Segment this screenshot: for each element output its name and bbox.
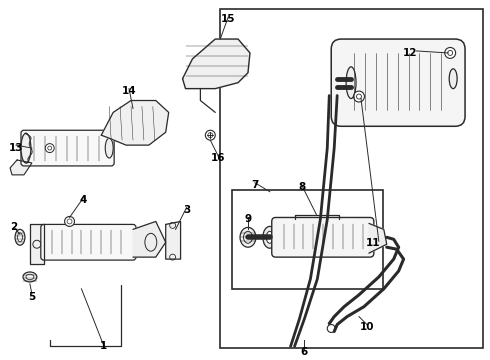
Circle shape xyxy=(118,137,121,140)
Circle shape xyxy=(196,66,205,76)
Ellipse shape xyxy=(23,272,37,282)
Text: 12: 12 xyxy=(403,48,418,58)
Circle shape xyxy=(67,219,72,224)
Text: 10: 10 xyxy=(360,321,374,332)
Text: 6: 6 xyxy=(301,347,308,357)
Polygon shape xyxy=(133,221,166,257)
Polygon shape xyxy=(166,221,181,259)
Ellipse shape xyxy=(266,231,273,243)
Ellipse shape xyxy=(26,274,34,280)
Bar xyxy=(232,190,383,289)
Ellipse shape xyxy=(244,231,252,243)
Text: 5: 5 xyxy=(28,292,35,302)
Text: 1: 1 xyxy=(99,341,107,351)
Circle shape xyxy=(116,135,122,141)
Circle shape xyxy=(233,63,238,68)
Circle shape xyxy=(357,94,362,99)
Circle shape xyxy=(208,133,213,138)
FancyBboxPatch shape xyxy=(41,224,136,260)
Circle shape xyxy=(198,68,203,73)
Text: 15: 15 xyxy=(221,14,235,24)
Polygon shape xyxy=(369,224,387,253)
Ellipse shape xyxy=(449,69,457,89)
FancyBboxPatch shape xyxy=(272,217,374,257)
FancyBboxPatch shape xyxy=(331,39,465,126)
Polygon shape xyxy=(30,224,44,264)
Circle shape xyxy=(45,144,54,153)
Circle shape xyxy=(205,130,215,140)
Circle shape xyxy=(445,48,456,58)
Polygon shape xyxy=(101,100,169,145)
Text: 8: 8 xyxy=(298,182,305,192)
Polygon shape xyxy=(10,160,32,175)
Text: 14: 14 xyxy=(122,86,136,96)
Circle shape xyxy=(65,216,74,226)
Ellipse shape xyxy=(21,133,31,163)
Text: 3: 3 xyxy=(183,204,190,215)
Ellipse shape xyxy=(263,226,277,248)
FancyBboxPatch shape xyxy=(21,130,114,166)
Circle shape xyxy=(48,146,52,150)
Ellipse shape xyxy=(346,67,356,99)
Text: 9: 9 xyxy=(245,215,251,224)
Ellipse shape xyxy=(240,228,256,247)
Polygon shape xyxy=(183,39,250,89)
Text: 7: 7 xyxy=(251,180,259,190)
Text: 11: 11 xyxy=(366,238,380,248)
Ellipse shape xyxy=(18,233,23,242)
Ellipse shape xyxy=(105,138,113,158)
Circle shape xyxy=(136,108,146,117)
Circle shape xyxy=(230,61,240,71)
Text: 4: 4 xyxy=(80,195,87,204)
Text: 2: 2 xyxy=(10,222,18,233)
Text: 13: 13 xyxy=(9,143,24,153)
Circle shape xyxy=(354,91,365,102)
Circle shape xyxy=(327,324,335,332)
Circle shape xyxy=(139,111,143,114)
Text: 16: 16 xyxy=(211,153,225,163)
Ellipse shape xyxy=(15,229,25,245)
Circle shape xyxy=(448,50,453,55)
Bar xyxy=(220,9,483,348)
